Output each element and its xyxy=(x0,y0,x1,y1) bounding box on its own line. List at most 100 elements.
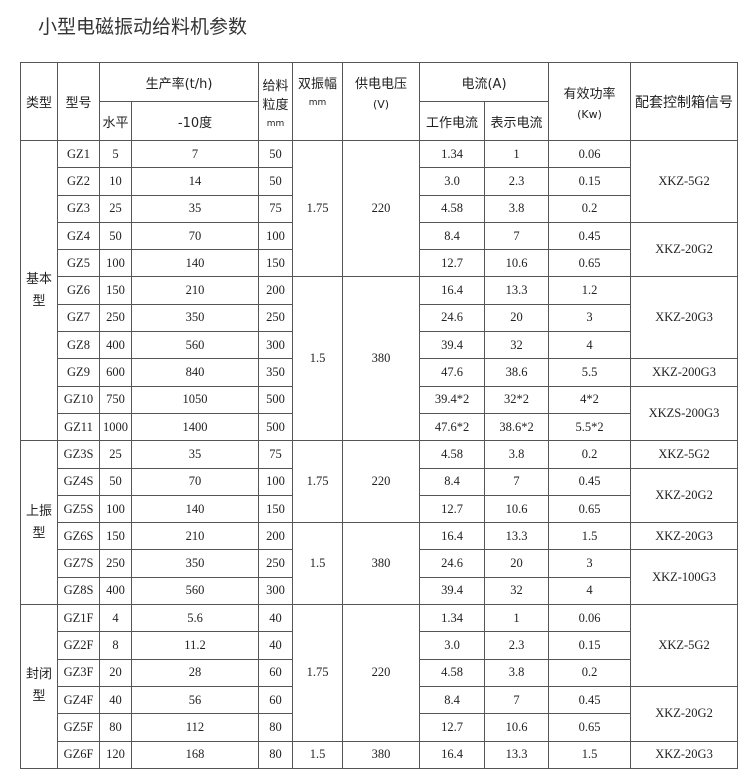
cell-model: GZ10 xyxy=(57,385,100,414)
cell-control: XKZ-100G3 xyxy=(630,549,739,606)
cell-voltage: 220 xyxy=(342,139,420,278)
cell-voltage: 220 xyxy=(342,440,420,524)
table-row: GZ7 250 350 250 24.6 20 3 xyxy=(21,303,738,333)
table-row: GZ3 25 35 75 4.58 3.8 0.2 xyxy=(21,194,738,223)
cell-minus10: 28 xyxy=(131,658,259,687)
cell-model: GZ11 xyxy=(57,412,100,442)
cell-minus10: 1050 xyxy=(131,385,259,414)
header-horizontal: 水平 xyxy=(99,101,132,141)
cell-display-current: 2.3 xyxy=(483,167,550,196)
cell-granularity: 500 xyxy=(258,412,293,442)
table-row: GZ4S 50 70 100 8.4 7 0.45 XKZ-20G2 xyxy=(21,467,739,524)
cell-work-current: 4.58 xyxy=(419,440,485,469)
cell-granularity: 200 xyxy=(258,522,293,551)
header-minus10: -10度 xyxy=(131,101,259,141)
cell-work-current: 12.7 xyxy=(419,494,485,524)
cell-horizontal: 400 xyxy=(99,576,132,606)
cell-model: GZ2 xyxy=(57,167,100,196)
cell-power: 1.5 xyxy=(548,522,632,551)
cell-work-current: 1.34 xyxy=(419,604,485,633)
header-display-current: 表示电流 xyxy=(483,101,550,141)
cell-minus10: 560 xyxy=(131,331,259,360)
cell-minus10: 70 xyxy=(131,221,259,251)
cell-display-current: 10.6 xyxy=(483,713,550,742)
header-amplitude: 双振幅 mm xyxy=(292,62,343,141)
cell-model: GZ3S xyxy=(57,440,100,469)
cell-minus10: 140 xyxy=(131,494,259,524)
cell-control: XKZS-200G3 xyxy=(630,385,739,442)
table-row: GZ8 400 560 300 39.4 32 4 xyxy=(21,331,738,360)
header-voltage-unit: (V) xyxy=(372,98,390,111)
cell-power: 4 xyxy=(548,576,632,606)
header-power-label: 有效功率 xyxy=(563,86,616,102)
cell-minus10: 350 xyxy=(131,549,259,578)
cell-model: GZ6F xyxy=(57,740,100,769)
cell-granularity: 250 xyxy=(258,303,293,333)
cell-work-current: 8.4 xyxy=(419,221,485,251)
cell-display-current: 32 xyxy=(483,576,550,606)
header-control: 配套控制箱信号 xyxy=(630,62,739,141)
cell-work-current: 8.4 xyxy=(419,467,485,496)
cell-horizontal: 40 xyxy=(99,685,132,715)
cell-model: GZ2F xyxy=(57,631,100,660)
cell-granularity: 300 xyxy=(258,576,293,606)
cell-work-current: 24.6 xyxy=(419,303,485,333)
cell-granularity: 100 xyxy=(258,221,293,251)
cell-display-current: 13.3 xyxy=(483,740,550,769)
cell-model: GZ5 xyxy=(57,249,100,278)
cell-power: 3 xyxy=(548,303,632,333)
table-row: GZ5F 80 112 80 12.7 10.6 0.65 xyxy=(21,713,738,742)
cell-model: GZ1 xyxy=(57,139,100,169)
cell-granularity: 50 xyxy=(258,139,293,169)
cell-display-current: 3.8 xyxy=(483,658,550,687)
cell-voltage: 220 xyxy=(342,604,420,742)
cell-power: 0.45 xyxy=(548,467,632,496)
cell-minus10: 5.6 xyxy=(131,604,259,633)
cell-display-current: 13.3 xyxy=(483,522,550,551)
cell-model: GZ4F xyxy=(57,685,100,715)
cell-power: 0.65 xyxy=(548,494,632,524)
cell-control: XKZ-20G3 xyxy=(630,740,739,769)
table-body: 基本型 GZ1 5 7 50 1.75 220 1.34 1 0.06 XKZ-5G2 GZ2 10 14… xyxy=(20,139,739,769)
table-row: GZ4F 40 56 60 8.4 7 0.45 XKZ-20G2 xyxy=(21,685,739,742)
table-row: GZ2F 8 11.2 40 3.0 2.3 0.15 xyxy=(21,631,738,660)
cell-amplitude: 1.5 xyxy=(292,276,343,442)
table-row: GZ11 1000 1400 500 47.6*2 38.6*2 5.5*2 xyxy=(21,412,738,442)
header-power-unit: (Kw) xyxy=(577,107,602,121)
cell-power: 4 xyxy=(548,331,632,360)
cell-model: GZ4S xyxy=(57,467,100,496)
table-row: GZ7S 250 350 250 24.6 20 3 XKZ-100G3 xyxy=(21,549,739,606)
cell-model: GZ7 xyxy=(57,303,100,333)
cell-model: GZ8S xyxy=(57,576,100,606)
cell-type: 基本型 xyxy=(20,139,58,442)
cell-display-current: 1 xyxy=(483,604,550,633)
table-row: GZ10 750 1050 500 39.4*2 32*2 4*2 XKZS-200G3 xyxy=(21,385,739,442)
cell-power: 5.5*2 xyxy=(548,412,632,442)
cell-amplitude: 1.5 xyxy=(292,522,343,606)
cell-minus10: 1400 xyxy=(131,412,259,442)
cell-display-current: 3.8 xyxy=(483,440,550,469)
cell-model: GZ1F xyxy=(57,604,100,633)
header-granularity-unit: mm xyxy=(266,118,285,129)
cell-power: 0.45 xyxy=(548,221,632,251)
table-row: GZ6 150 210 200 1.5 380 16.4 13.3 1.2 XKZ-20G3 xyxy=(21,276,739,442)
cell-display-current: 32*2 xyxy=(483,385,550,414)
cell-horizontal: 1000 xyxy=(99,412,132,442)
cell-horizontal: 150 xyxy=(99,276,132,305)
cell-display-current: 7 xyxy=(483,467,550,496)
cell-work-current: 39.4 xyxy=(419,576,485,606)
cell-model: GZ9 xyxy=(57,358,100,387)
cell-horizontal: 25 xyxy=(99,194,132,223)
cell-power: 5.5 xyxy=(548,358,632,387)
table-row: GZ5 100 140 150 12.7 10.6 0.65 xyxy=(21,249,738,278)
cell-display-current: 13.3 xyxy=(483,276,550,305)
cell-granularity: 500 xyxy=(258,385,293,414)
cell-model: GZ6 xyxy=(57,276,100,305)
cell-display-current: 20 xyxy=(483,303,550,333)
cell-granularity: 100 xyxy=(258,467,293,496)
cell-granularity: 150 xyxy=(258,494,293,524)
cell-granularity: 75 xyxy=(258,440,293,469)
cell-granularity: 60 xyxy=(258,658,293,687)
header-granularity: 给料粒度 mm xyxy=(258,62,293,141)
header-amplitude-label: 双振幅 xyxy=(297,77,337,92)
